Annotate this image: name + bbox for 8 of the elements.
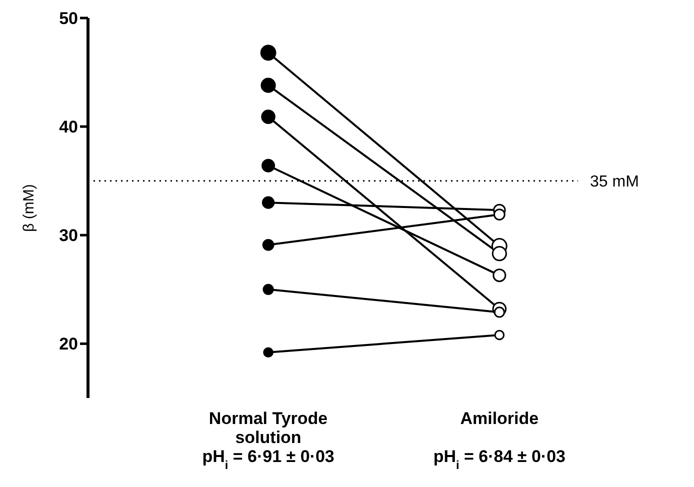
y-tick-label: 50 — [59, 9, 78, 28]
x-tick-label: Amiloride pH$_{i}$ = 6·84 ± 0·03 — [433, 409, 566, 472]
x-tick-label: Normal Tyrode solution pH$_{i}$ = 6·91 ± 0·03 — [202, 409, 334, 472]
y-tick-label: 40 — [59, 118, 78, 137]
y-tick-label: 30 — [59, 226, 78, 246]
y-tick-label: 20 — [59, 334, 78, 354]
ref-line-label: 35 mM — [590, 174, 639, 191]
y-axis-title: β (mM) — [20, 184, 38, 232]
